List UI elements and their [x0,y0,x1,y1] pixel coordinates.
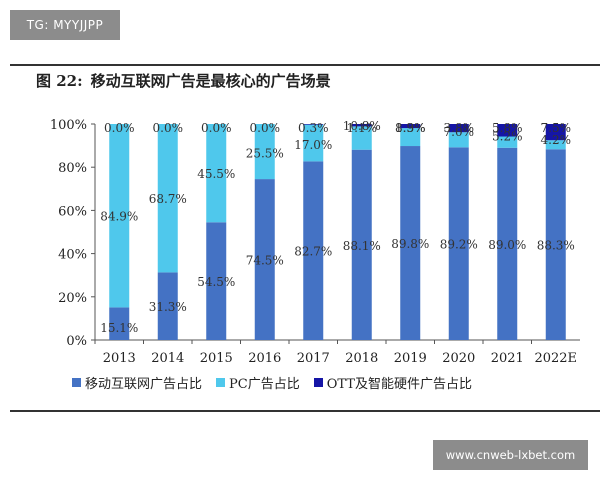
y-tick-label: 0% [66,334,87,349]
chart-legend: 移动互联网广告占比 PC广告占比 OTT及智能硬件广告占比 [72,372,486,392]
data-label-ott: 1.1% [347,121,378,135]
data-label-pc: 45.5% [197,167,235,181]
data-label-mobile: 89.0% [488,238,526,252]
data-label-ott: 3.8% [444,121,475,135]
figure-title-text: 移动互联网广告是最核心的广告场景 [90,72,331,90]
data-label-mobile: 89.2% [440,238,478,252]
data-label-ott: 0.3% [298,121,329,135]
bar-ott [400,124,421,129]
bar-mobile [254,179,275,340]
legend-swatch [72,377,81,387]
data-label-mobile: 31.3% [149,300,187,314]
data-label-ott: 5.8% [492,121,523,135]
legend-label: PC广告占比 [229,376,300,392]
legend-item-mobile: 移动互联网广告占比 [72,373,202,392]
y-tick-label: 80% [58,161,87,176]
watermark-top: TG: MYYJJPP [10,10,120,40]
legend-label: 移动互联网广告占比 [85,376,203,392]
data-label-mobile: 54.5% [197,275,235,289]
data-label-mobile: 88.1% [343,239,381,253]
bar-pc [303,124,324,162]
x-tick-label: 2015 [200,351,233,366]
x-tick-label: 2019 [394,351,427,366]
data-label-mobile: 74.5% [246,254,284,268]
x-tick-label: 2016 [248,351,281,366]
x-tick-label: 2014 [151,351,184,366]
data-label-ott: 0.0% [201,121,232,135]
data-label-mobile: 82.7% [294,245,332,259]
data-label-mobile: 89.8% [391,237,429,251]
bar-ott [448,124,469,133]
x-tick-label: 2017 [297,351,330,366]
bar-mobile [497,147,518,340]
legend-swatch [313,377,323,387]
y-tick-label: 20% [58,291,87,306]
x-tick-label: 2022E [534,351,577,366]
data-label-pc: 8.3% [395,121,426,135]
bar-ott [351,124,372,127]
bar-pc [206,124,227,223]
legend-label: OTT及智能硬件广告占比 [326,376,472,392]
bar-ott [545,124,566,141]
x-tick-label: 2020 [442,351,475,366]
data-label-ott: 0.0% [104,121,135,135]
data-label-pc: 4.2% [541,133,572,147]
y-tick-label: 100% [50,118,87,133]
bar-pc [545,140,566,150]
bar-pc [157,124,178,273]
data-label-pc: 7.0% [444,125,475,139]
bar-pc [448,132,469,148]
data-label-pc: 68.7% [149,192,187,206]
bar-mobile [448,147,469,340]
x-tick-label: 2018 [345,351,378,366]
data-label-pc: 5.2% [492,129,523,143]
x-tick-label: 2021 [491,351,524,366]
bar-mobile [303,161,324,340]
legend-swatch [216,377,226,387]
figure-bottom-rule [10,410,600,412]
watermark-bottom: www.cnweb-lxbet.com [433,440,588,470]
bar-ott [303,124,324,125]
x-tick-label: 2013 [103,351,136,366]
figure-number: 图 22: [36,72,83,90]
bar-pc [109,124,130,308]
bar-pc [400,128,421,147]
legend-item-ott: OTT及智能硬件广告占比 [313,373,472,392]
bar-mobile [400,146,421,340]
bar-mobile [157,272,178,340]
bar-mobile [206,222,227,340]
data-label-pc: 25.5% [246,147,284,161]
data-label-pc: 17.0% [294,138,332,152]
bar-mobile [545,149,566,340]
bar-ott [497,124,518,137]
bar-mobile [351,149,372,340]
bar-pc [254,124,275,180]
data-label-ott: 0.0% [153,121,184,135]
y-tick-label: 40% [58,248,87,263]
bar-pc [497,136,518,148]
data-label-ott: 1.9% [395,121,426,135]
data-label-mobile: 88.3% [537,239,575,253]
figure-top-rule [10,64,600,66]
y-tick-label: 60% [58,204,87,219]
data-label-pc: 10.8% [343,119,381,133]
figure-title: 图 22: 移动互联网广告是最核心的广告场景 [36,70,331,91]
legend-item-pc: PC广告占比 [216,373,300,392]
bar-mobile [109,307,130,340]
data-label-ott: 0.0% [250,121,281,135]
data-label-pc: 84.9% [100,210,138,224]
data-label-mobile: 15.1% [100,321,138,335]
bar-pc [351,126,372,150]
data-label-ott: 7.5% [541,121,572,135]
